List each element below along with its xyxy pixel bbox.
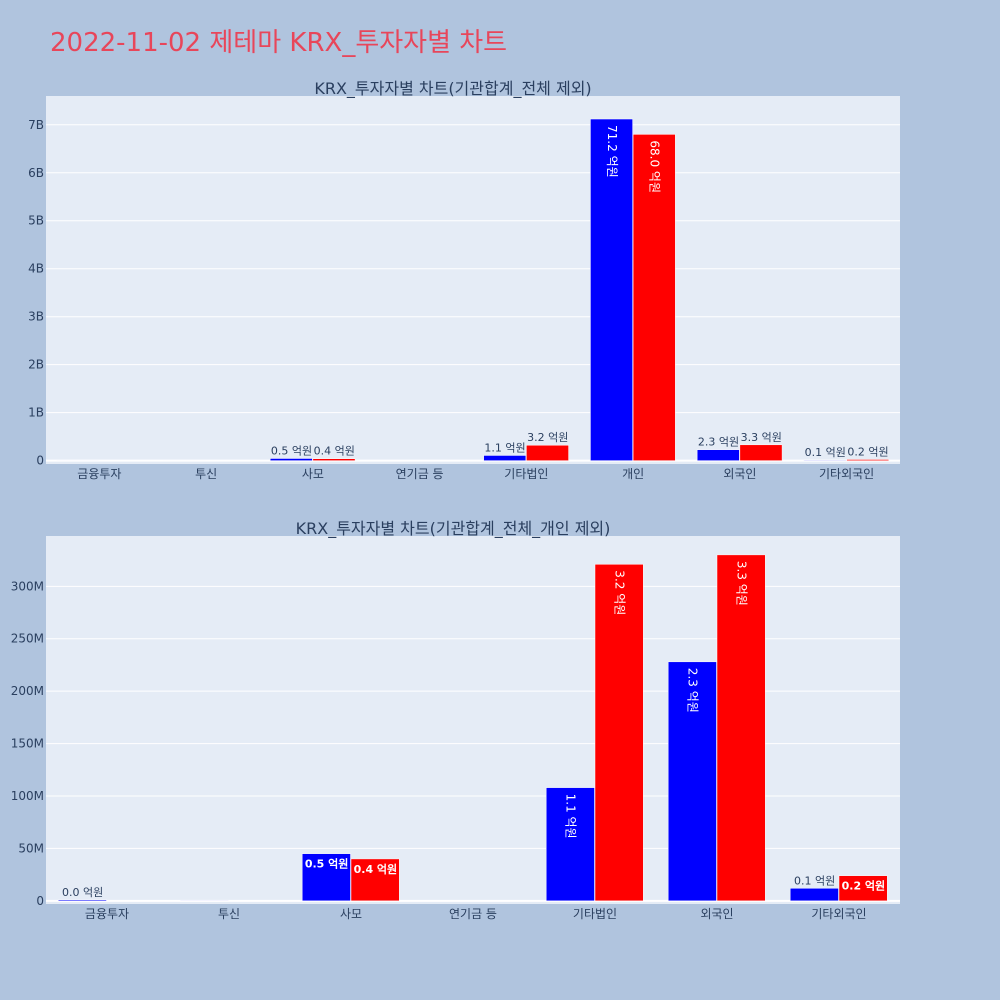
x-tick-label: 금융투자 bbox=[85, 907, 129, 921]
x-tick-label: 투신 bbox=[195, 467, 217, 481]
plot-background bbox=[46, 96, 900, 464]
bar-data-label: 0.4 억원 bbox=[354, 862, 398, 876]
x-tick-label: 기타법인 bbox=[573, 907, 617, 921]
chart-1: 0 1B 2B 3B 4B 5B 6B 7B KRX_투자자별 차트(기관합계_전체 제외) 금융… bbox=[28, 79, 900, 481]
bar bbox=[545, 787, 595, 902]
x-tick-label: 투신 bbox=[218, 907, 240, 921]
bar-data-label: 1.1 억원 bbox=[564, 794, 578, 839]
bar bbox=[846, 459, 890, 461]
x-tick-label: 기타외국인 bbox=[811, 907, 866, 921]
y-tick-label: 250M bbox=[11, 632, 44, 646]
y-tick-label: 50M bbox=[18, 841, 44, 855]
chart-2: 0 50M 100M 150M 200M 250M 300M KRX_투자자별 차트(기관합계… bbox=[11, 519, 900, 921]
chart-title: KRX_투자자별 차트(기관합계_전체_개인 제외) bbox=[296, 519, 611, 539]
bar bbox=[594, 564, 644, 902]
bar bbox=[483, 455, 527, 461]
bar bbox=[179, 900, 229, 902]
bar bbox=[696, 449, 740, 461]
x-tick-label: 사모 bbox=[302, 467, 324, 481]
bar bbox=[838, 875, 888, 902]
x-tick-label: 연기금 등 bbox=[396, 467, 444, 481]
y-tick-label: 200M bbox=[11, 684, 44, 698]
y-tick-label: 1B bbox=[28, 406, 44, 420]
bar bbox=[590, 118, 633, 461]
bar bbox=[269, 458, 313, 461]
x-tick-label: 기타외국인 bbox=[819, 467, 874, 481]
bar-data-label: 0.1 억원 bbox=[794, 874, 835, 887]
bar bbox=[667, 661, 717, 902]
bar bbox=[789, 888, 839, 902]
x-tick-label: 금융투자 bbox=[77, 467, 121, 481]
chart-title: KRX_투자자별 차트(기관합계_전체 제외) bbox=[314, 79, 591, 99]
x-tick-label: 개인 bbox=[622, 467, 644, 481]
x-tick-label: 기타법인 bbox=[504, 467, 548, 481]
bar-data-label: 2.3 억원 bbox=[698, 436, 739, 449]
x-tick-label: 연기금 등 bbox=[449, 907, 497, 921]
bar-data-label: 0.1 억원 bbox=[805, 446, 846, 459]
y-tick-label: 150M bbox=[11, 737, 44, 751]
bar bbox=[526, 444, 569, 461]
x-tick-label: 외국인 bbox=[723, 467, 756, 481]
bar-data-label: 2.3 억원 bbox=[686, 668, 700, 713]
bar bbox=[739, 444, 783, 461]
bar bbox=[716, 554, 766, 902]
bar-data-label: 0.5 억원 bbox=[305, 857, 349, 871]
bar-data-label: 0.2 억원 bbox=[847, 445, 888, 458]
bar-data-label: 3.3 억원 bbox=[734, 561, 748, 606]
x-tick-label: 사모 bbox=[340, 907, 362, 921]
bar-data-label: 0.5 억원 bbox=[271, 444, 312, 457]
bar bbox=[312, 458, 356, 461]
y-tick-label: 300M bbox=[11, 579, 44, 593]
bar-data-label: 0.2 억원 bbox=[842, 879, 886, 893]
bar bbox=[57, 899, 107, 902]
y-tick-label: 7B bbox=[28, 118, 44, 132]
y-tick-label: 0 bbox=[36, 454, 44, 468]
y-tick-label: 6B bbox=[28, 166, 44, 180]
bar bbox=[301, 853, 351, 902]
bar-data-label: 71.2 억원 bbox=[605, 125, 619, 178]
bar-data-label: 3.2 억원 bbox=[527, 431, 568, 444]
page-title: 2022-11-02 제테마 KRX_투자자별 차트 bbox=[50, 28, 508, 58]
y-tick-label: 100M bbox=[11, 789, 44, 803]
x-tick-label: 외국인 bbox=[700, 907, 733, 921]
bar bbox=[632, 134, 676, 461]
bar-data-label: 3.3 억원 bbox=[741, 431, 782, 444]
bar-data-label: 1.1 억원 bbox=[484, 441, 525, 454]
y-tick-label: 3B bbox=[28, 310, 44, 324]
bar-data-label: 68.0 억원 bbox=[647, 140, 661, 193]
bar-data-label: 3.2 억원 bbox=[612, 570, 626, 615]
bar-data-label: 0.0 억원 bbox=[62, 886, 103, 899]
y-tick-label: 4B bbox=[28, 262, 44, 276]
y-tick-label: 2B bbox=[28, 358, 44, 372]
bar-data-label: 0.4 억원 bbox=[314, 445, 355, 458]
y-tick-label: 5B bbox=[28, 214, 44, 228]
y-tick-label: 0 bbox=[36, 894, 44, 908]
bar bbox=[350, 858, 400, 902]
bar bbox=[803, 459, 847, 461]
